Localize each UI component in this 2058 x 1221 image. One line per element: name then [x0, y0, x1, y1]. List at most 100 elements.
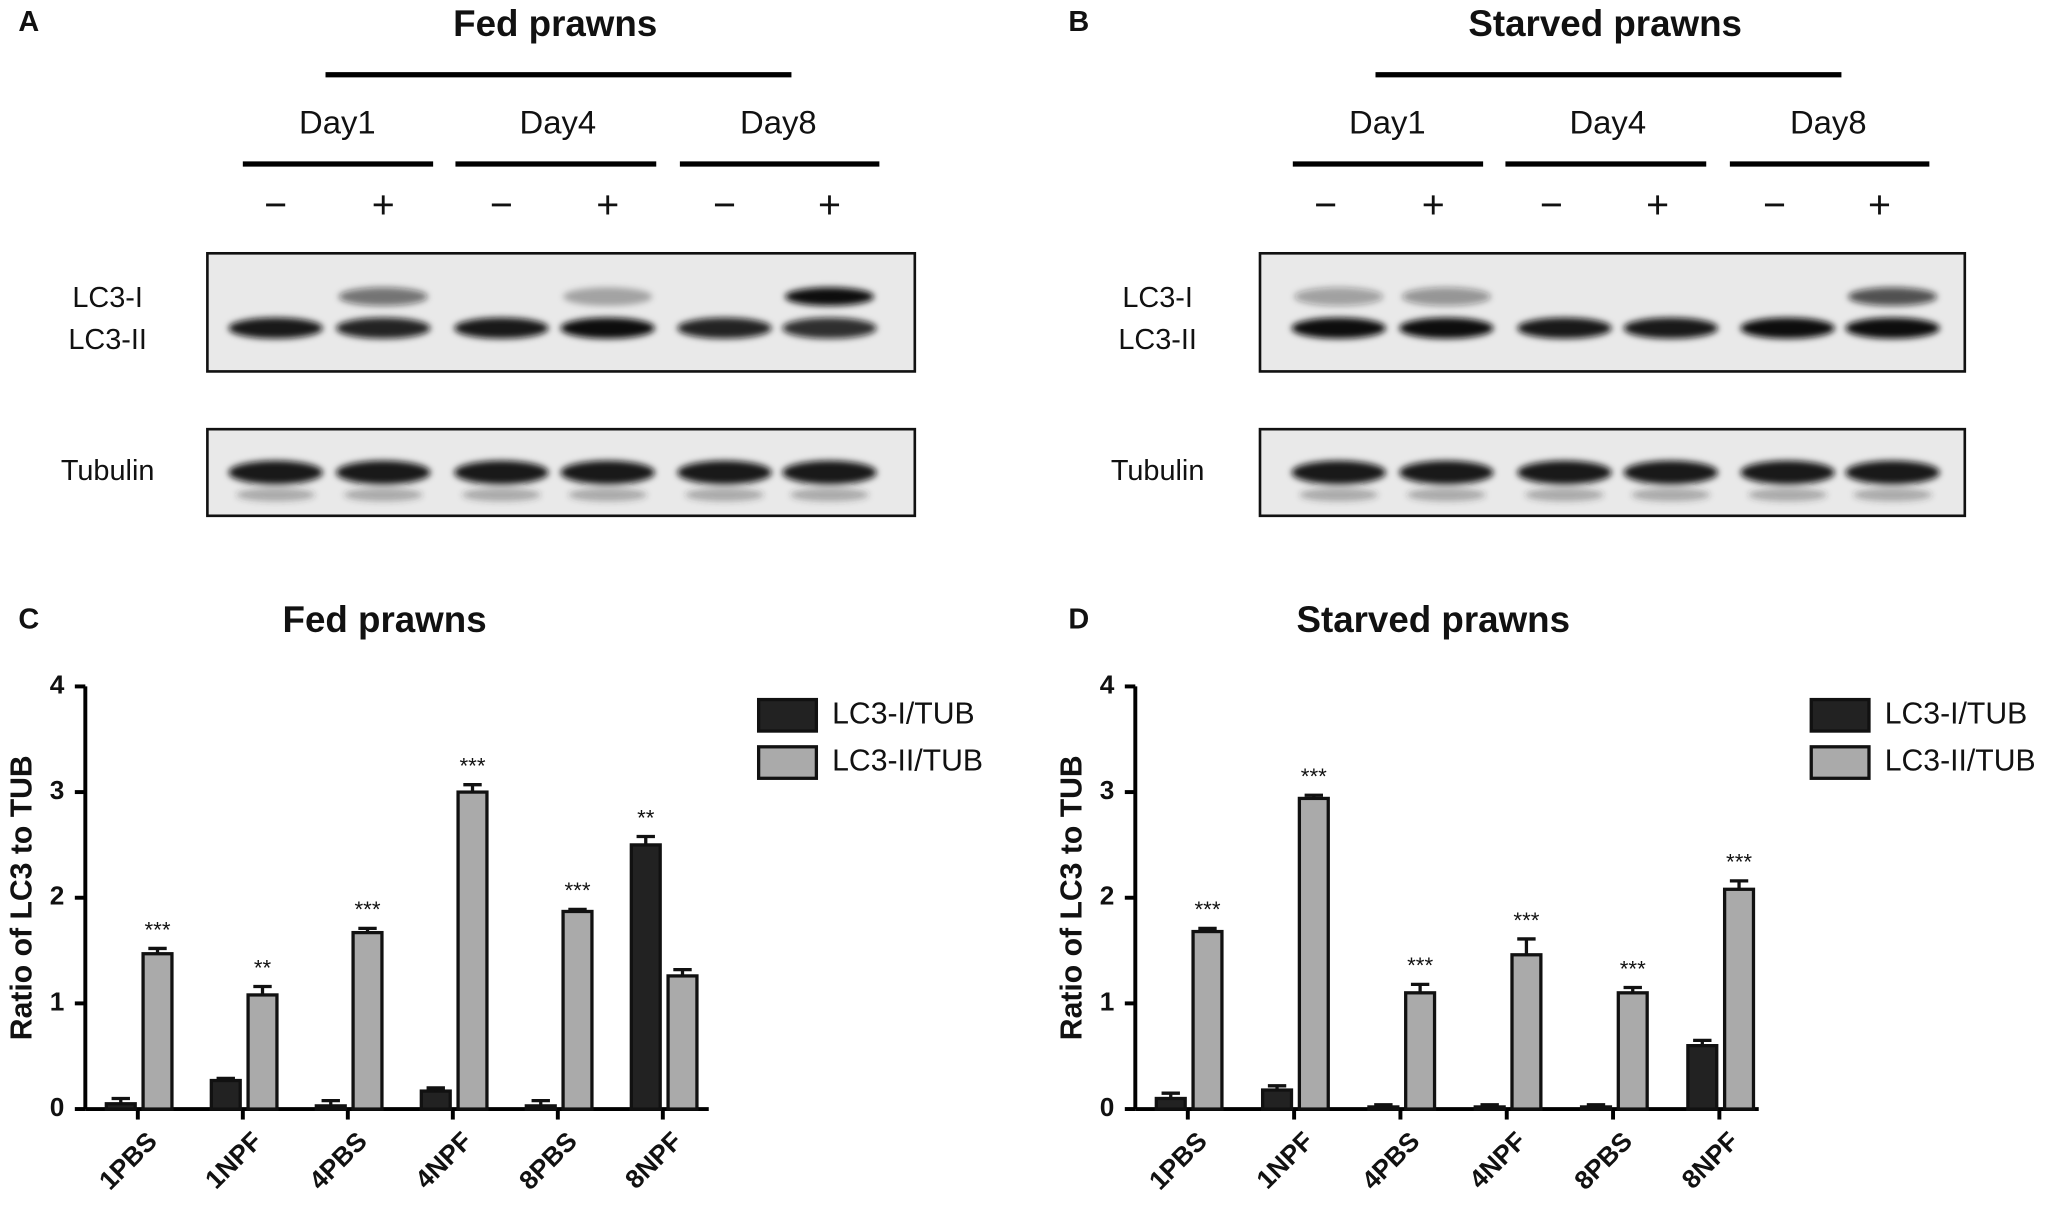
bar — [141, 952, 174, 1111]
error-bar — [1304, 793, 1323, 799]
lc3-i-band — [1294, 287, 1384, 306]
band-label: LC3-I — [1122, 282, 1193, 314]
bar — [1260, 1088, 1294, 1111]
panel-letter: D — [1068, 603, 1089, 635]
error-bar — [321, 1098, 340, 1106]
y-axis-label: Ratio of LC3 to TUB — [1056, 755, 1089, 1040]
error-bar — [1623, 985, 1642, 993]
tubulin-band — [1399, 460, 1494, 485]
error-bar — [1198, 926, 1217, 932]
lc3-i-band — [1847, 287, 1938, 306]
day-label: Day4 — [520, 103, 597, 140]
error-bar — [568, 907, 587, 912]
lc3-ii-band — [1291, 317, 1386, 339]
lc3-ii-band — [1845, 317, 1940, 339]
band-label: LC3-II — [1118, 324, 1197, 356]
treatment-label: − — [1540, 183, 1563, 227]
day-label: Day8 — [740, 103, 817, 140]
bar — [351, 930, 384, 1111]
lc3-ii-band — [782, 317, 877, 339]
error-bar — [216, 1076, 235, 1081]
tubulin-faint-band — [1299, 488, 1379, 502]
error-bar — [1480, 1103, 1499, 1107]
error-bar — [148, 946, 167, 954]
error-bar — [1517, 937, 1536, 955]
treatment-label: + — [596, 183, 619, 227]
legend-swatch — [756, 745, 819, 780]
significance: *** — [144, 917, 170, 942]
bar — [524, 1104, 557, 1111]
bar — [1367, 1105, 1400, 1111]
bar — [314, 1104, 347, 1111]
legend-swatch — [1809, 745, 1871, 780]
significance: *** — [1301, 764, 1327, 789]
chart-title: Fed prawns — [283, 599, 487, 640]
treatment-label: − — [1763, 183, 1786, 227]
bar — [561, 909, 594, 1111]
y-tick-label: 4 — [1100, 669, 1115, 699]
bar — [1473, 1105, 1506, 1111]
y-tick-label: 4 — [50, 669, 65, 699]
bar — [1404, 991, 1437, 1111]
significance: *** — [354, 897, 380, 922]
treatment-label: + — [372, 183, 395, 227]
panel-letter: A — [18, 6, 39, 38]
error-bar — [253, 984, 272, 995]
legend-label: LC3-I/TUB — [1885, 697, 2028, 730]
x-tick-label: 8NPF — [1676, 1126, 1745, 1195]
day-label: Day1 — [299, 103, 376, 140]
lc3-ii-band — [454, 317, 549, 339]
bands — [1291, 287, 1940, 502]
y-tick-label: 2 — [1100, 881, 1115, 911]
error-bar — [358, 926, 377, 933]
tubulin-band — [782, 460, 877, 485]
treatment-label: − — [1314, 183, 1337, 227]
significance: ** — [637, 805, 655, 830]
error-bar — [531, 1098, 550, 1106]
error-bar — [1729, 879, 1749, 890]
tubulin-faint-band — [790, 488, 869, 502]
bar — [456, 790, 489, 1111]
significance: *** — [564, 878, 590, 903]
treatment-label: + — [1646, 183, 1669, 227]
error-bar — [1267, 1084, 1287, 1091]
treatment-label: + — [1422, 183, 1445, 227]
lc3-i-band — [338, 287, 428, 306]
tubulin-faint-band — [236, 488, 316, 502]
tubulin-band — [336, 460, 431, 485]
lc3-ii-band — [560, 317, 655, 339]
y-tick-label: 1 — [1100, 986, 1115, 1016]
bar — [629, 843, 662, 1111]
panel-letter: C — [18, 603, 39, 635]
tubulin-band — [1517, 460, 1612, 485]
bar — [1297, 796, 1330, 1111]
tubulin-band — [560, 460, 655, 485]
band-label: LC3-II — [68, 324, 147, 356]
tubulin-band — [1845, 460, 1940, 485]
legend-label: LC3-I/TUB — [832, 697, 975, 730]
tubulin-faint-band — [568, 488, 648, 502]
bar — [1154, 1096, 1187, 1111]
treatment-label: + — [1868, 183, 1891, 227]
y-tick-label: 2 — [50, 881, 65, 911]
y-tick-label: 0 — [50, 1092, 65, 1122]
tubulin-faint-band — [1748, 488, 1827, 502]
day-label: Day1 — [1349, 103, 1426, 140]
error-bar — [426, 1086, 445, 1092]
loading-label: Tubulin — [1111, 455, 1205, 487]
error-bar — [1410, 982, 1430, 993]
bar — [1722, 887, 1756, 1111]
tubulin-band — [454, 460, 549, 485]
bands — [228, 287, 877, 502]
y-tick-label: 3 — [1100, 775, 1115, 805]
lc3-ii-band — [1517, 317, 1612, 339]
bar — [1510, 953, 1543, 1111]
band-label: LC3-I — [72, 282, 143, 314]
significance: *** — [459, 754, 485, 779]
significance: *** — [1513, 908, 1539, 933]
tubulin-faint-band — [1406, 488, 1486, 502]
error-bar — [636, 834, 655, 845]
legend-label: LC3-II/TUB — [1885, 745, 2036, 778]
lc3-ii-band — [1740, 317, 1835, 339]
